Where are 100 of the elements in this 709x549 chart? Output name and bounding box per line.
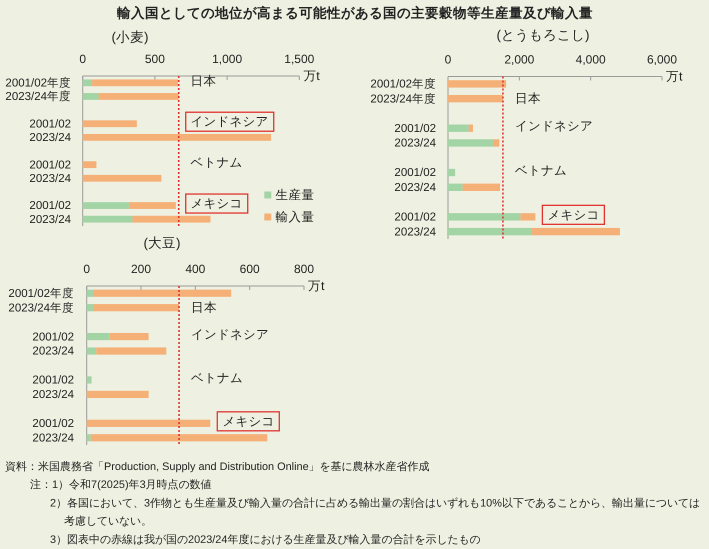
y-tick-label: 2001/02年度 (370, 76, 436, 91)
bar (448, 213, 520, 221)
chart-title: (とうもろこし) (496, 28, 590, 42)
chart-title: (大豆) (144, 236, 180, 250)
bar (448, 228, 532, 236)
y-tick-label: 2023/24 (29, 132, 72, 144)
y-tick-label: 2023/24 (29, 172, 72, 185)
x-tick-label: 0 (444, 52, 452, 66)
y-tick-label: 2001/02 (32, 331, 74, 344)
y-tick-label: 2001/02 (29, 200, 71, 212)
x-axis-title: 万t (303, 69, 320, 83)
bar (82, 174, 162, 182)
x-axis-title: 万t (666, 70, 683, 84)
y-tick-label: 2001/02年度 (8, 286, 74, 300)
bar (448, 139, 493, 147)
annotation: ベトナム (514, 164, 567, 178)
bar (90, 434, 268, 442)
y-tick-label: 2023/24年度 (5, 89, 71, 104)
y-tick-label: 2001/02 (32, 374, 74, 387)
bar (86, 290, 94, 297)
bar (448, 94, 503, 102)
y-tick-label: 2023/24 (32, 346, 75, 358)
y-tick-label: 2001/02 (32, 418, 74, 430)
annotation: メキシコ (190, 196, 243, 211)
bar (98, 93, 179, 100)
annotation: メキシコ (547, 208, 600, 222)
bar (448, 80, 506, 88)
annotation: インドネシア (190, 114, 269, 129)
bar (92, 79, 178, 86)
bar (462, 184, 500, 191)
bar (86, 347, 96, 355)
bar (448, 124, 469, 132)
annotation: 日本 (191, 300, 218, 315)
annotation: ベトナム (191, 370, 244, 385)
bar (448, 168, 456, 176)
bar (86, 420, 210, 427)
bar (96, 347, 166, 355)
bar (82, 216, 133, 223)
bar (82, 161, 96, 168)
text: 2）各国において、3作物とも生産量及び輸入量の合計に占める輸出量の割合はいずれも10%以下であることから、輸出量については考慮していない。 (50, 496, 700, 528)
bar (531, 228, 620, 236)
annotation: ベトナム (190, 156, 243, 170)
annotation: メキシコ (222, 414, 274, 428)
x-tick-label: 0 (83, 262, 90, 276)
text: 資料：米国農務省「Production, Supply and Distribution Online」を基に農林水産省作成 (5, 460, 430, 473)
y-tick-label: 2023/24年度 (8, 300, 74, 314)
x-axis-title: 万t (308, 279, 325, 293)
bar (492, 139, 500, 147)
bar (86, 376, 92, 384)
x-tick-label: 200 (131, 262, 152, 276)
y-tick-label: 2001/02 (394, 167, 436, 180)
x-tick-label: 1,500 (284, 52, 315, 66)
annotation: インドネシア (514, 119, 593, 134)
y-tick-label: 2001/02年度 (5, 76, 71, 90)
y-tick-label: 2023/24年度 (370, 91, 436, 106)
x-tick-label: 500 (144, 52, 166, 66)
x-tick-label: 2,000 (504, 52, 535, 66)
text: 注：1）令和7(2025)年3月時点の数値 (30, 478, 212, 492)
bar (86, 332, 110, 340)
x-tick-label: 4,000 (576, 52, 606, 66)
y-tick-label: 2023/24 (394, 182, 437, 194)
bar (82, 93, 99, 100)
y-tick-label: 2023/24 (394, 138, 437, 150)
x-tick-label: 800 (294, 262, 314, 276)
legend-label: 輸入量 (275, 210, 314, 224)
bar (82, 120, 137, 128)
annotation: インドネシア (191, 328, 270, 342)
bar (82, 202, 129, 209)
y-tick-label: 2023/24 (29, 214, 72, 226)
x-tick-label: 600 (240, 262, 260, 276)
bar (110, 332, 149, 340)
x-tick-label: 1,000 (212, 52, 242, 66)
bar (448, 184, 463, 191)
text: 3）図表中の赤線は我が国の2023/24年度における生産量及び輸入量の合計を示したもの (50, 532, 480, 546)
legend-label: 生産量 (275, 187, 314, 202)
bar (82, 134, 272, 141)
y-tick-label: 2023/24 (394, 226, 437, 238)
y-tick-label: 2023/24 (32, 389, 75, 402)
x-tick-label: 400 (185, 262, 206, 276)
chart-subtitle: (小麦) (112, 30, 148, 44)
x-tick-label: 0 (79, 52, 86, 66)
bar (86, 434, 91, 442)
x-tick-label: 6,000 (646, 52, 678, 66)
bar (86, 390, 149, 398)
y-tick-label: 2001/02 (394, 122, 436, 135)
bar (94, 290, 232, 297)
bar (128, 202, 176, 209)
bar (468, 124, 473, 132)
annotation: 日本 (514, 92, 541, 106)
y-tick-label: 2023/24 (32, 432, 75, 444)
annotation: 日本 (190, 74, 217, 88)
bar (132, 216, 210, 223)
y-tick-label: 2001/02 (29, 159, 71, 172)
y-tick-label: 2001/02 (394, 212, 436, 224)
text: 輸入国としての地位が高まる可能性がある国の主要穀物等生産量及び輸入量 (116, 4, 593, 20)
y-tick-label: 2001/02 (29, 118, 71, 130)
bar (82, 79, 92, 86)
bar (93, 304, 180, 312)
bar (520, 213, 536, 221)
bar (86, 304, 94, 312)
